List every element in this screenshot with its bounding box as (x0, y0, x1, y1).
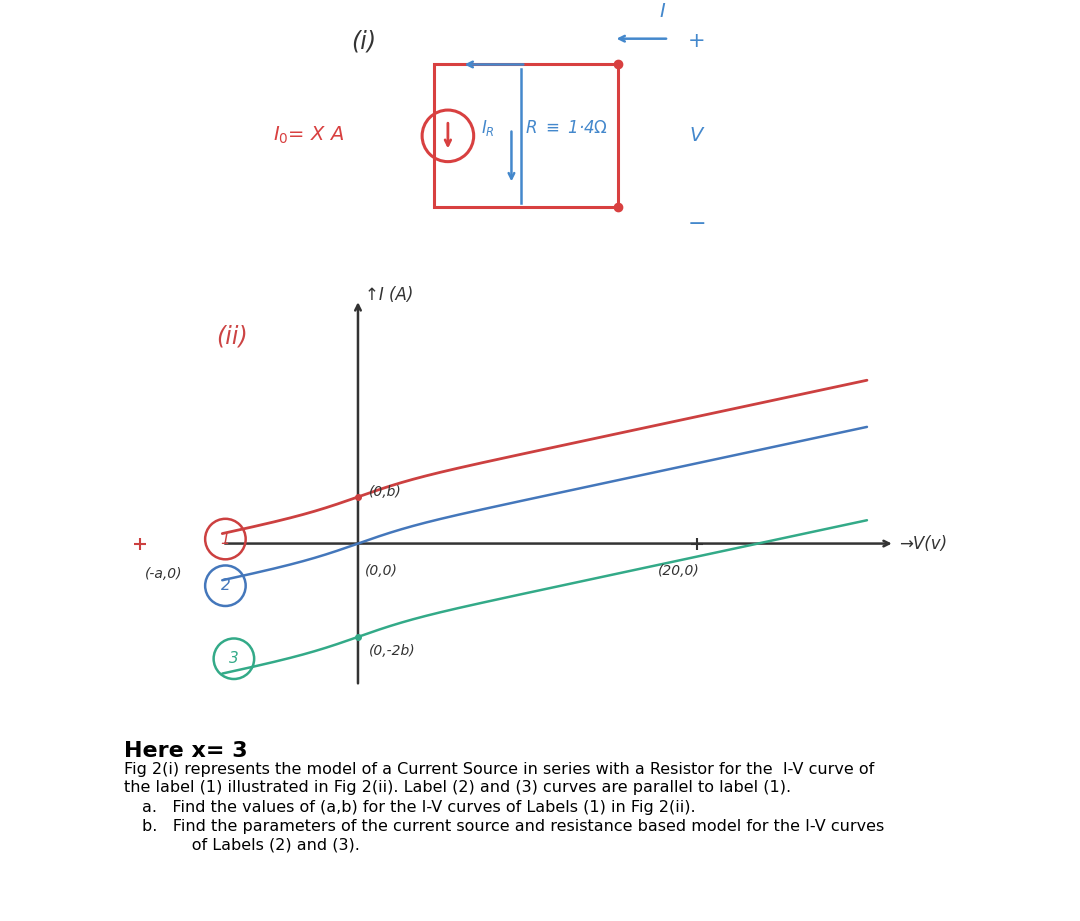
Text: +: + (688, 31, 705, 52)
Text: a.   Find the values of (a,b) for the I-V curves of Labels (1) in Fig 2(ii).: a. Find the values of (a,b) for the I-V … (143, 800, 696, 815)
Text: (i): (i) (351, 29, 376, 53)
Text: $I_0$= X A: $I_0$= X A (273, 125, 345, 146)
Text: Fig 2(i) represents the model of a Current Source in series with a Resistor for : Fig 2(i) represents the model of a Curre… (124, 762, 874, 776)
Text: the label (1) illustrated in Fig 2(ii). Label (2) and (3) curves are parallel to: the label (1) illustrated in Fig 2(ii). … (124, 780, 791, 795)
Text: →V(v): →V(v) (900, 534, 947, 553)
Text: (20,0): (20,0) (658, 564, 700, 577)
Text: (ii): (ii) (216, 324, 247, 348)
Text: −: − (687, 214, 706, 234)
Text: V: V (690, 126, 703, 146)
Text: of Labels (2) and (3).: of Labels (2) and (3). (161, 837, 360, 852)
Text: (0,-2b): (0,-2b) (369, 645, 416, 659)
Text: $I_R$: $I_R$ (482, 119, 496, 138)
Text: 3: 3 (229, 651, 239, 666)
Text: Here x= 3: Here x= 3 (124, 741, 247, 762)
Text: ↑I (A): ↑I (A) (365, 286, 414, 304)
Text: 1: 1 (220, 531, 230, 546)
Text: b.   Find the parameters of the current source and resistance based model for th: b. Find the parameters of the current so… (143, 819, 885, 834)
Text: (0,b): (0,b) (369, 485, 402, 499)
Text: I: I (660, 2, 665, 20)
Text: (-a,0): (-a,0) (145, 566, 181, 580)
Text: 2: 2 (220, 578, 230, 593)
Text: (0,0): (0,0) (365, 564, 399, 577)
Text: R $\equiv$ 1·4$\Omega$: R $\equiv$ 1·4$\Omega$ (525, 120, 608, 137)
